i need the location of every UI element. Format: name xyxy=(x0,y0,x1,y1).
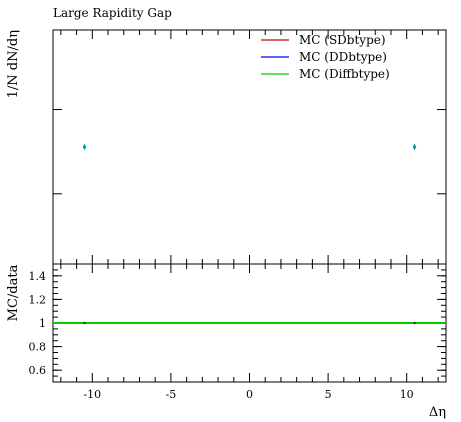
x-tick-label: -5 xyxy=(166,388,177,401)
legend-label: MC (Diffbtype) xyxy=(299,67,390,81)
ratio-x-ticks xyxy=(60,264,439,382)
ratio-point xyxy=(413,321,416,325)
main-y-ticks xyxy=(53,109,446,195)
chart-title: Large Rapidity Gap xyxy=(53,6,172,20)
ratio-y-ticks: 0.6 0.8 1 1.2 1.4 xyxy=(29,269,446,377)
y-tick-label: 0.6 xyxy=(29,364,47,377)
legend-label: MC (DDbtype) xyxy=(299,50,387,64)
main-data-points xyxy=(82,144,417,150)
y-tick-label: 1.4 xyxy=(29,270,47,283)
legend: MC (SDbtype) MC (DDbtype) MC (Diffbtype) xyxy=(261,33,390,81)
x-tick-label: -10 xyxy=(83,388,101,401)
ratio-point xyxy=(83,321,86,325)
legend-label: MC (SDbtype) xyxy=(299,33,386,47)
y-tick-label: 0.8 xyxy=(29,341,47,354)
x-axis-label: Δη xyxy=(429,405,446,420)
main-plot-frame xyxy=(52,29,447,265)
y-tick-label: 1.2 xyxy=(29,293,47,306)
data-point xyxy=(82,145,87,149)
ratio-y-axis-label: MC/data xyxy=(6,264,21,321)
x-tick-label: 10 xyxy=(400,388,414,401)
main-x-ticks xyxy=(60,30,439,264)
y-tick-label: 1 xyxy=(39,317,46,330)
x-tick-label: 0 xyxy=(246,388,253,401)
x-tick-labels: -10 -5 0 5 10 xyxy=(83,388,413,401)
main-y-axis-label: 1/N dN/dη xyxy=(6,30,21,98)
ratio-data-points xyxy=(83,321,416,325)
data-point xyxy=(412,145,417,149)
x-tick-label: 5 xyxy=(325,388,332,401)
